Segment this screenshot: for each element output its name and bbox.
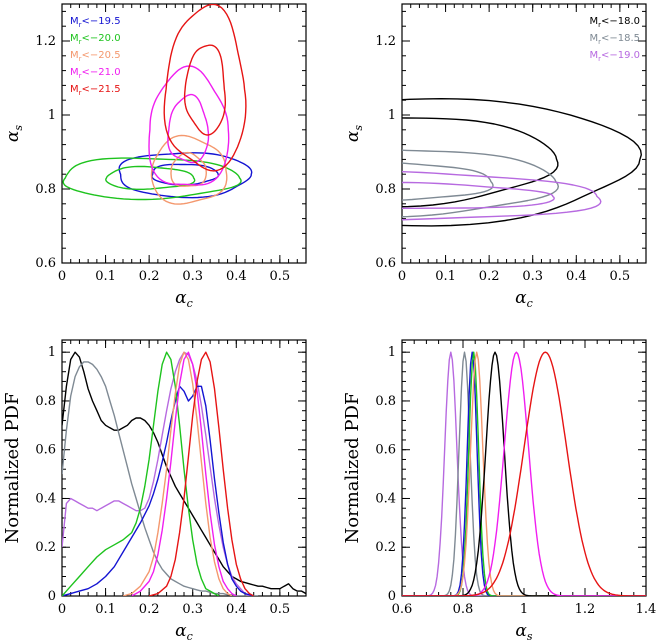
y-tick-label: 0.2 [35,540,56,555]
y-tick-label: 1 [388,345,396,360]
x-tick-label: 0.1 [435,269,456,284]
plot-area [62,4,253,205]
pdf-series-line [402,351,646,596]
x-axis-label: αc [515,288,533,310]
pdf-series-line [402,351,646,596]
legend-entry: Mr<−21.0 [70,67,121,80]
y-tick-label: 1.2 [375,34,396,49]
y-tick-label: 0.4 [35,491,56,506]
x-tick-label: 0.4 [566,269,587,284]
x-tick-label: 0.3 [182,602,203,617]
panel-top-right: 0 0.1 0.2 0.3 0.4 0.5 0.6 0.8 1 1.2 αc αs Mr<−18.0 Mr… [343,3,647,310]
contour-line [163,4,247,172]
legend-entry: Mr<−20.0 [70,33,121,46]
pdf-series-line [131,351,237,596]
pdf-series-line [62,351,250,596]
y-tick-label: 1 [388,108,396,123]
y-tick-label: 1.2 [35,34,56,49]
legend-entry: Mr<−19.0 [589,50,640,63]
legend-entry: Mr<−18.5 [589,33,640,46]
y-tick-label: 0.6 [35,256,56,271]
panel-bottom-right: 0.6 0.8 1 1.2 1.4 0 0.2 0.4 0.6 0.8 1 αs Normalized … [342,339,657,641]
pdf-series-line [62,351,220,596]
pdf-series-line [402,351,646,596]
plot-area [402,98,642,227]
y-axis-label: αs [343,125,365,142]
contour-line [148,65,230,186]
pdf-series-line [122,351,233,596]
x-tick-label: 1.2 [575,602,596,617]
y-tick-label: 0 [48,589,56,604]
contour-line [183,44,226,136]
y-tick-label: 0.6 [35,443,56,458]
x-tick-label: 0.5 [270,269,291,284]
x-tick-label: 0.4 [226,269,247,284]
legend-entry: Mr<−21.5 [70,84,121,97]
y-tick-label: 0.6 [375,443,396,458]
x-axis-label: αc [175,621,193,641]
axes-frame [401,3,647,264]
y-tick-label: 0.2 [375,540,396,555]
y-tick-label: 0.8 [375,394,396,409]
x-tick-label: 0.1 [95,602,116,617]
panel-top-left: 0 0.1 0.2 0.3 0.4 0.5 0.6 0.8 1 1.2 αc αs Mr<−19.5 Mr… [3,3,307,310]
contour-line [105,165,196,190]
x-tick-label: 0.4 [226,602,247,617]
x-tick-label: 1.4 [636,602,657,617]
x-tick-label: 0.8 [453,602,474,617]
x-tick-label: 0 [398,269,406,284]
contour-line [402,117,559,208]
x-axis-label: αc [175,288,193,310]
contour-line [150,134,228,205]
y-tick-label: 0 [388,589,396,604]
x-tick-label: 0.6 [392,602,413,617]
contour-line [118,152,253,199]
y-tick-label: 0.8 [35,394,56,409]
pdf-series-line [62,361,259,596]
legend-entry: Mr<−19.5 [70,16,121,29]
x-tick-label: 0.2 [139,602,160,617]
contour-line [402,162,494,201]
y-axis-label: αs [3,125,25,142]
y-axis-label: Normalized PDF [2,393,23,544]
pdf-series-line [402,351,646,596]
y-tick-label: 1 [48,345,56,360]
x-tick-label: 0 [58,602,66,617]
x-tick-label: 0.5 [610,269,631,284]
contour-line [167,93,210,164]
x-tick-label: 0.5 [270,602,291,617]
x-tick-label: 1 [520,602,528,617]
pdf-series-line [148,351,255,596]
x-tick-label: 0 [58,269,66,284]
x-tick-label: 0.3 [522,269,543,284]
legend-entry: Mr<−20.5 [70,50,121,63]
legend-entry: Mr<−18.0 [589,16,640,29]
plot-area [402,351,646,596]
axes-frame [61,3,307,264]
panel-bottom-left: 0 0.1 0.2 0.3 0.4 0.5 0 0.2 0.4 0.6 0.8 1 αc Normaliz… [2,339,307,641]
x-tick-label: 0.2 [139,269,160,284]
y-tick-label: 1 [48,108,56,123]
contour-line [402,181,555,210]
x-tick-label: 0.1 [95,269,116,284]
x-tick-label: 0.2 [479,269,500,284]
y-tick-label: 0.6 [375,256,396,271]
x-tick-label: 0.3 [182,269,203,284]
contour-line [402,171,602,221]
y-tick-label: 0.8 [375,182,396,197]
y-axis-label: Normalized PDF [342,393,363,544]
plot-area [62,351,306,596]
y-tick-label: 0.4 [375,491,396,506]
y-tick-label: 0.8 [35,182,56,197]
x-axis-label: αs [515,621,532,641]
